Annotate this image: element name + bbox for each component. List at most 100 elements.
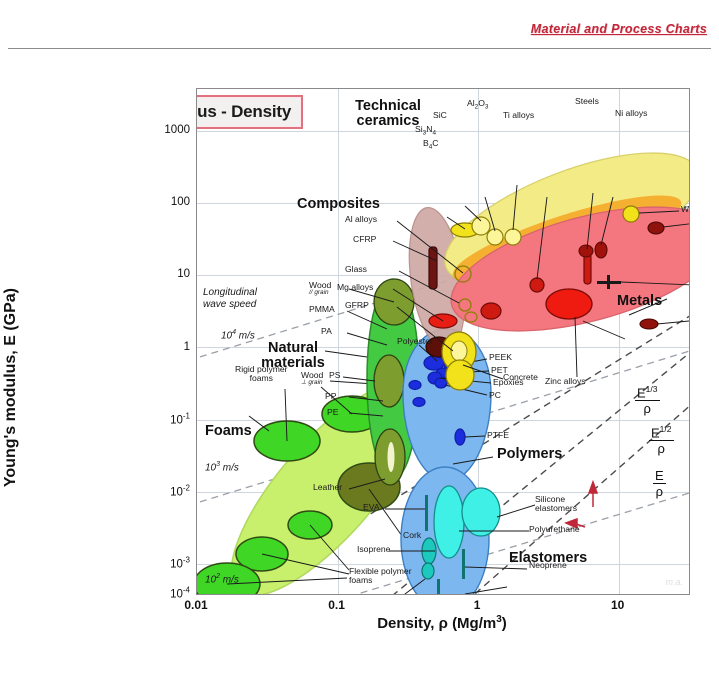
label-glass: Glass: [345, 264, 367, 274]
y-tick-1e-2: 10-2: [170, 483, 190, 499]
label-pe: PE: [327, 407, 339, 417]
bubble-butyl: [421, 562, 435, 580]
label-wave-speed-1e2: 102 m/s: [205, 573, 239, 586]
bubble-wood-perp: [373, 354, 405, 408]
guide-label-E12-rho: E1/2 ρ: [649, 424, 674, 457]
y-tick-1e-3: 10-3: [170, 555, 190, 571]
label-peek: PEEK: [489, 352, 512, 362]
label-pa: PA: [321, 326, 332, 336]
header-divider: [8, 48, 711, 49]
label-neoprene: Neoprene: [529, 560, 567, 570]
label-ti-alloys: Ti alloys: [503, 110, 535, 120]
watermark: m.a.: [665, 577, 683, 587]
family-label-polymers: Polymers: [497, 446, 563, 462]
bubble-concrete: [445, 359, 475, 391]
bubble-glass-ring2: [464, 311, 478, 323]
label-al-alloys: Al alloys: [345, 214, 377, 224]
x-tick-0.01: 0.01: [184, 598, 208, 612]
plot-frame: Young's modulus - Density Technicalceram…: [196, 88, 690, 595]
chart-title: Young's modulus - Density: [197, 102, 292, 121]
label-flexible-polymer-foams: Flexible polymer foams: [349, 566, 412, 586]
y-tick-100: 100: [170, 196, 190, 209]
label-wood-perp: Wood ⊥ grain: [301, 370, 324, 387]
gridline-y-1000: [197, 131, 689, 132]
bubble-silicone-2: [461, 487, 501, 537]
bubbles-elastomers: [421, 485, 501, 594]
label-gfrp: GFRP: [345, 300, 369, 310]
label-steels: Steels: [575, 96, 599, 106]
y-axis-ticklabels: 1000 100 10 1 10-1 10-2 10-3 10-4: [130, 88, 190, 600]
bar-extra: [437, 579, 440, 594]
x-axis-title: Density, ρ (Mg/m3): [377, 614, 507, 632]
bubble-cfrp: [428, 246, 438, 290]
x-tick-0.1: 0.1: [328, 598, 345, 612]
bubble-lead-alloys: [639, 318, 659, 330]
bubble-glass-ring: [458, 298, 472, 312]
label-al2o3: Al2O3: [467, 98, 489, 111]
y-tick-10: 10: [177, 268, 190, 281]
label-ni-alloys: Ni alloys: [615, 108, 648, 118]
gridline-x-10: [619, 89, 620, 594]
gridline-y-100: [197, 203, 689, 204]
bubble-pc: [434, 377, 448, 389]
label-ptfe: PTFE: [487, 430, 509, 440]
label-concrete: Concrete: [503, 372, 538, 382]
label-wc: WC: [681, 204, 690, 214]
chart-area: Young's modulus, E (GPa) 1000 100 10 1 1…: [0, 58, 719, 683]
label-rigid-polymer-foams: Rigid polymer foams: [235, 364, 288, 384]
y-tick-1000: 1000: [164, 124, 190, 137]
guide-label-E-rho: E ρ: [653, 468, 666, 499]
y-tick-1: 1: [183, 340, 190, 353]
label-pmma: PMMA: [309, 304, 335, 314]
label-wood-parallel: Wood// grain: [309, 280, 332, 297]
bubble-ti-alloys: [529, 277, 545, 293]
material-envelopes: [197, 152, 689, 594]
label-si3n4: Si3N4: [415, 124, 436, 137]
label-zinc-alloys: Zinc alloys: [545, 376, 586, 386]
bubble-flex-foam-3: [197, 562, 261, 594]
y-tick-1e-1: 10-1: [170, 411, 190, 427]
y-tick-1e-4: 10-4: [170, 585, 190, 601]
leaders-top: [392, 184, 689, 380]
bubbles-ceramics: [450, 205, 640, 323]
chart-title-box: Young's modulus - Density: [197, 95, 303, 129]
label-sic: SiC: [433, 110, 447, 120]
bubble-ps: [408, 379, 422, 391]
label-silicone-elastomers: Silicone elastomers: [535, 494, 578, 514]
family-label-metals: Metals: [617, 293, 663, 309]
label-wave-speed-1e4: 104 m/s: [221, 329, 255, 342]
bubble-si3n4: [471, 216, 491, 236]
gridline-x-1: [478, 89, 479, 594]
guide-label-E13-rho: E1/3 ρ: [635, 384, 660, 417]
bubble-pp: [412, 396, 426, 408]
bubbles-metals: [480, 221, 665, 330]
bubble-al2o3: [504, 228, 522, 246]
bar-eva: [425, 495, 428, 531]
bubble-w-alloys: [647, 221, 665, 235]
bubble-al-alloys: [480, 302, 502, 320]
label-wave-speed-1e3: 103 m/s: [205, 461, 239, 474]
bubbles-composites: [425, 246, 477, 391]
leaders-elastomers: [385, 504, 536, 594]
bar-neoprene: [462, 549, 465, 579]
bubble-ni-alloys: [594, 241, 608, 259]
bubble-steels-bar: [583, 253, 592, 285]
bubble-gfrp-inner: [450, 340, 468, 362]
slide-header: Material and Process Charts: [0, 0, 719, 58]
label-ps: PS: [329, 370, 341, 380]
label-polyester: Polyester: [397, 336, 433, 346]
bubble-al-alloys-ring: [454, 265, 472, 283]
label-eva: EVA: [363, 502, 380, 512]
leaders-natural: [324, 288, 395, 490]
label-pet: PET: [491, 365, 508, 375]
bubble-ptfe: [454, 428, 466, 446]
family-label-composites: Composites: [297, 196, 380, 212]
label-epoxies: Epoxies: [493, 377, 524, 387]
guide-note-arrows: [564, 479, 599, 530]
label-leather: Leather: [313, 482, 343, 492]
label-b4c: B4C: [423, 138, 439, 151]
bubble-sic: [486, 228, 504, 246]
family-label-foams: Foams: [205, 423, 252, 439]
y-axis-title: Young's modulus, E (GPa): [2, 288, 19, 488]
label-cfrp: CFRP: [353, 234, 377, 244]
